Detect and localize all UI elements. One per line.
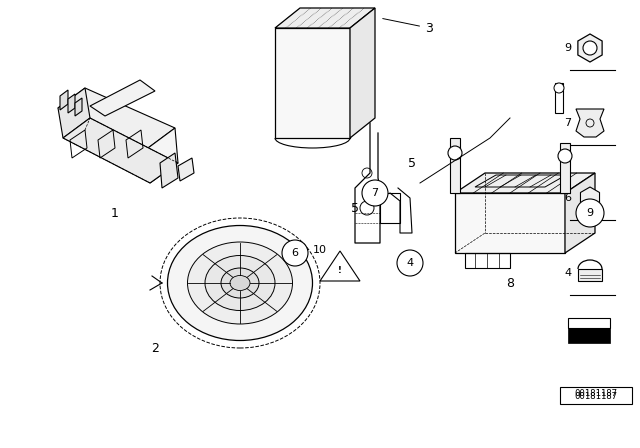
Polygon shape (450, 138, 460, 193)
Polygon shape (275, 8, 375, 28)
Ellipse shape (221, 268, 259, 298)
Text: 7: 7 (564, 118, 572, 128)
Polygon shape (68, 94, 75, 113)
Text: 3: 3 (383, 18, 433, 34)
Polygon shape (350, 8, 375, 138)
Circle shape (397, 250, 423, 276)
Text: 4: 4 (564, 268, 572, 278)
Polygon shape (565, 173, 595, 253)
Text: 7: 7 (371, 188, 379, 198)
Polygon shape (576, 109, 604, 137)
Bar (578, 269, 602, 281)
Ellipse shape (230, 276, 250, 290)
Circle shape (362, 180, 388, 206)
Polygon shape (568, 328, 610, 343)
Text: 4: 4 (406, 258, 413, 268)
Ellipse shape (188, 242, 292, 324)
Ellipse shape (168, 225, 312, 340)
Polygon shape (580, 187, 600, 209)
Text: 6: 6 (564, 193, 572, 203)
Text: 00181187: 00181187 (575, 392, 618, 401)
Circle shape (554, 83, 564, 93)
Text: 10: 10 (313, 245, 327, 255)
Text: !: ! (338, 266, 342, 275)
Polygon shape (90, 80, 155, 116)
Polygon shape (63, 118, 178, 183)
Polygon shape (75, 98, 82, 116)
Polygon shape (58, 88, 175, 148)
Polygon shape (160, 153, 178, 188)
Polygon shape (455, 173, 595, 193)
Polygon shape (578, 34, 602, 62)
Ellipse shape (205, 255, 275, 310)
Text: 5: 5 (408, 156, 416, 169)
Polygon shape (58, 88, 90, 138)
Bar (560, 387, 632, 404)
Text: 5: 5 (351, 202, 359, 215)
Text: 9: 9 (586, 208, 593, 218)
Circle shape (576, 199, 604, 227)
Text: 00181187: 00181187 (575, 388, 618, 397)
Text: 6: 6 (291, 248, 298, 258)
Polygon shape (148, 128, 178, 183)
Text: 2: 2 (151, 341, 159, 354)
Circle shape (282, 240, 308, 266)
Text: 8: 8 (506, 276, 514, 289)
Text: 9: 9 (564, 43, 572, 53)
Polygon shape (275, 28, 350, 138)
Polygon shape (60, 90, 68, 110)
Text: 1: 1 (111, 207, 119, 220)
Circle shape (448, 146, 462, 160)
Circle shape (583, 41, 597, 55)
Polygon shape (560, 143, 570, 193)
Polygon shape (178, 158, 194, 181)
Polygon shape (455, 193, 565, 253)
Circle shape (558, 149, 572, 163)
